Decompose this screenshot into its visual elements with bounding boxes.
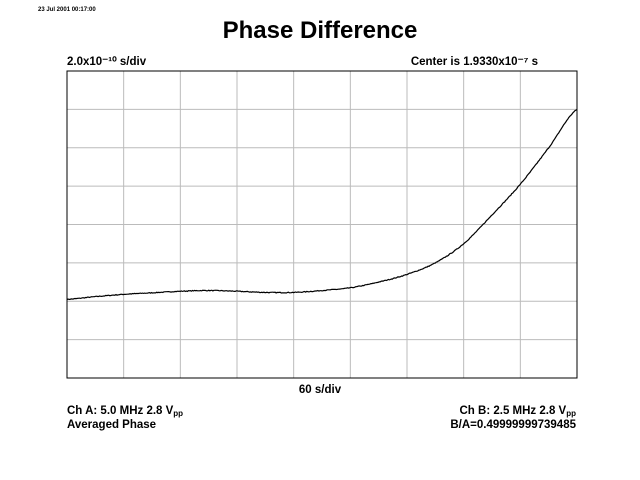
horizontal-scale-label: 2.0x10⁻¹⁰ s/div xyxy=(67,56,147,68)
grid xyxy=(67,71,577,378)
x-axis-label: 60 s/div xyxy=(298,384,342,396)
channel-b-info: Ch B: 2.5 MHz 2.8 Vpp xyxy=(460,405,577,418)
center-label: Center is 1.9330x10⁻⁷ s xyxy=(410,56,538,68)
chart-title: Phase Difference xyxy=(222,17,418,44)
ratio-label: B/A=0.49999999739485 xyxy=(450,419,576,431)
plot-frame xyxy=(66,70,578,379)
channel-a-info: Ch A: 5.0 MHz 2.8 Vpp xyxy=(67,405,183,418)
channel-b-text: Ch B: 2.5 MHz 2.8 V xyxy=(459,405,567,417)
channel-a-unit-subscript: pp xyxy=(173,409,184,418)
phase-trace xyxy=(66,108,578,301)
mode-label: Averaged Phase xyxy=(67,419,157,431)
channel-a-text: Ch A: 5.0 MHz 2.8 V xyxy=(67,405,174,417)
timestamp: 23 Jul 2001 00:17:00 xyxy=(38,7,96,13)
channel-b-unit-subscript: pp xyxy=(566,409,576,418)
